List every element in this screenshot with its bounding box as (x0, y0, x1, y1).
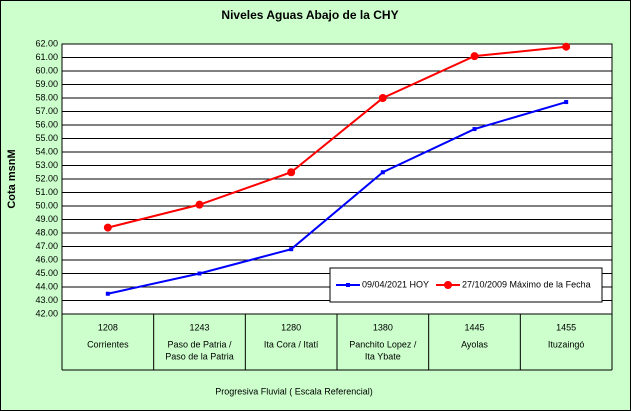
y-tick-label: 44.00 (35, 281, 58, 291)
y-tick-label: 42.00 (35, 308, 58, 318)
x-tick-label: 1208 (98, 322, 118, 332)
series-line (107, 101, 567, 295)
category-name: Corrientes (87, 339, 129, 349)
category-name: Paso de la Patria (165, 351, 234, 361)
category-name: Ita Ybate (365, 351, 401, 361)
y-tick-label: 45.00 (35, 268, 58, 278)
legend-marker (444, 281, 452, 289)
point (380, 170, 385, 175)
category-name: Paso de Patria / (167, 339, 232, 349)
y-tick-label: 47.00 (35, 241, 58, 251)
y-tick-label: 60.00 (35, 65, 58, 75)
point (103, 223, 112, 232)
point (564, 100, 569, 105)
y-tick-label: 61.00 (35, 52, 58, 62)
y-tick-label: 58.00 (35, 92, 58, 102)
point (105, 291, 110, 296)
y-tick-label: 55.00 (35, 133, 58, 143)
point (378, 94, 387, 102)
y-tick-label: 56.00 (35, 119, 58, 129)
x-tick-label: 1243 (189, 322, 209, 332)
y-tick-label: 49.00 (35, 214, 58, 224)
y-tick-label: 46.00 (35, 254, 58, 264)
y-tick-label: 57.00 (35, 106, 58, 116)
legend-label: 09/04/2021 HOY (362, 279, 429, 289)
category-name: Ituzaingó (548, 339, 585, 349)
y-tick-label: 53.00 (35, 160, 58, 170)
x-tick-label: 1380 (373, 322, 393, 332)
legend-marker (346, 283, 350, 287)
series-line (107, 45, 567, 229)
y-tick-label: 59.00 (35, 79, 58, 89)
category-name: Ita Cora / Itatí (264, 339, 319, 349)
y-tick-label: 51.00 (35, 187, 58, 197)
y-axis-label: Cota msnM (6, 149, 18, 208)
point (472, 127, 477, 132)
x-tick-label: 1280 (281, 322, 301, 332)
category-name: Ayolas (461, 339, 488, 349)
x-tick-label: 1445 (464, 322, 484, 332)
x-axis-label: Progresiva Fluvial ( Escala Referencial) (215, 386, 373, 396)
point (562, 42, 571, 51)
y-tick-label: 54.00 (35, 146, 58, 156)
x-tick-label: 1455 (556, 322, 576, 332)
legend-box (329, 267, 603, 303)
point (287, 168, 296, 177)
y-tick-label: 52.00 (35, 173, 58, 183)
point (197, 271, 202, 276)
y-tick-label: 50.00 (35, 200, 58, 210)
point (470, 52, 479, 61)
point (289, 247, 294, 252)
legend-label: 27/10/2009 Máximo de la Fecha (462, 279, 591, 289)
point (195, 200, 204, 209)
y-tick-label: 48.00 (35, 227, 58, 237)
chart-title: Niveles Aguas Abajo de la CHY (221, 8, 398, 22)
y-tick-label: 43.00 (35, 295, 58, 305)
category-name: Panchito Lopez / (349, 339, 417, 349)
y-tick-label: 62.00 (35, 38, 58, 48)
